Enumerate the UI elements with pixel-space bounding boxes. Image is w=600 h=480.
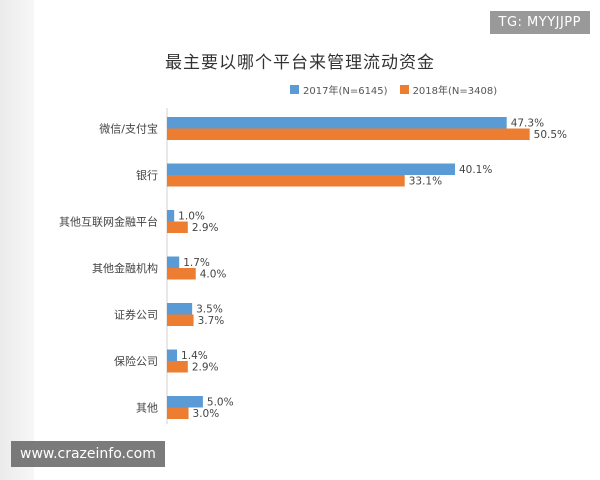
bar-2017 [167,349,178,361]
bar-2018 [167,314,194,326]
category-label: 其他金融机构 [92,261,158,275]
data-label-2018: 33.1% [409,176,442,188]
legend-label-2018: 2018年(N=3408) [412,86,498,97]
category-label: 微信/支付宝 [99,122,158,136]
category-label: 其他 [136,402,158,415]
data-label-2017: 1.0% [178,211,205,223]
data-label-2018: 2.9% [192,362,219,374]
background-shade [0,0,34,480]
data-label-2018: 3.0% [193,408,220,420]
category-label: 其他互联网金融平台 [59,215,158,229]
data-label-2018: 50.5% [534,129,567,141]
site-watermark-label: www.crazeinfo.com [11,441,165,467]
data-label-2018: 4.0% [200,269,227,281]
bar-2018 [167,128,530,140]
data-label-2018: 2.9% [192,222,219,234]
chart-legend: 2017年(N=6145) 2018年(N=3408) [290,82,509,97]
bar-2017 [167,303,193,315]
bar-2017 [167,210,175,222]
legend-swatch-2017 [290,85,299,94]
data-label-2017: 40.1% [459,164,492,176]
data-label-2017: 1.4% [181,350,208,362]
data-label-2017: 1.7% [183,257,210,269]
legend-item-2017: 2017年(N=6145) [290,82,388,97]
bar-2018 [167,221,188,233]
data-label-2017: 5.0% [207,397,234,409]
bar-2017 [167,256,180,268]
data-label-2018: 3.7% [198,315,225,327]
legend-swatch-2018 [399,85,409,94]
legend-item-2018: 2018年(N=3408) [399,82,498,97]
bar-2018 [167,175,405,187]
chart-title: 最主要以哪个平台来管理流动资金 [165,53,435,73]
bar-2017 [167,163,455,175]
legend-label-2017: 2017年(N=6145) [303,86,388,97]
category-label: 银行 [136,168,158,182]
bar-2018 [167,268,196,280]
data-label-2017: 47.3% [511,118,544,130]
tg-watermark-label: TG: MYYJJPP [489,11,590,34]
bar-2017 [167,117,507,129]
category-label: 证券公司 [114,308,158,322]
bar-2017 [167,396,203,408]
chart-card [34,40,582,460]
category-label: 保险公司 [114,354,158,368]
bar-2018 [167,361,188,373]
bar-2018 [167,407,189,419]
data-label-2017: 3.5% [196,304,223,316]
